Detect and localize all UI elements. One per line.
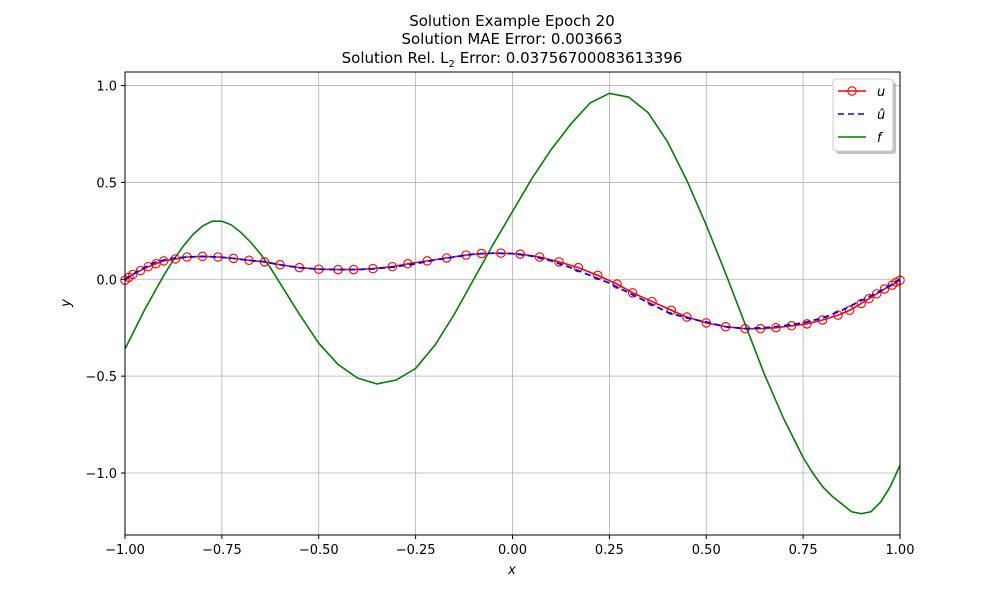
- series-u-point: [612, 279, 622, 289]
- series-u-hat-line-overlay: [124, 252, 901, 330]
- chart-title: Solution Example Epoch 20 Solution MAE E…: [342, 12, 683, 70]
- series-u-point: [534, 252, 545, 262]
- series-u-point: [844, 305, 855, 316]
- series-u-point: [666, 305, 677, 316]
- x-axis-label: x: [507, 563, 516, 578]
- series-u-point: [802, 319, 812, 329]
- y-tick-label: 0.5: [96, 176, 117, 191]
- title-line-3-suffix: Error: 0.03756700083613396: [455, 49, 682, 67]
- series-u-point: [817, 315, 828, 325]
- series-u-point: [573, 262, 584, 273]
- legend-box: [832, 78, 894, 152]
- y-tick-label: −0.5: [85, 370, 117, 385]
- x-tick-label: 0.00: [498, 543, 527, 558]
- legend: uûf: [832, 78, 896, 154]
- series-u-point: [879, 284, 890, 294]
- series-u-point: [682, 312, 692, 322]
- legend-u-hat-label: û: [877, 108, 885, 123]
- series-u-point: [476, 248, 487, 259]
- legend-items: uûf: [838, 85, 885, 146]
- x-tick-label: −0.50: [299, 543, 339, 558]
- series-u-point: [128, 269, 138, 280]
- series-u-point: [368, 263, 378, 274]
- series-u-point: [871, 289, 882, 299]
- x-tick-label: 0.50: [692, 543, 721, 558]
- legend-u-marker: [847, 86, 857, 96]
- title-line-2: Solution MAE Error: 0.003663: [401, 30, 622, 48]
- grid-lines: [124, 72, 901, 535]
- x-tick-label: 0.75: [789, 543, 818, 558]
- title-line-3-subscript: 2: [449, 59, 455, 70]
- series-u-point: [496, 248, 506, 258]
- series-u-point: [554, 257, 564, 267]
- series-u-point: [771, 322, 781, 333]
- x-tick-label: −0.25: [396, 543, 436, 558]
- y-tick-label: 1.0: [96, 80, 117, 95]
- x-tick-label: 1.00: [886, 543, 915, 558]
- y-tick-label: 0.0: [96, 273, 117, 288]
- legend-f-label: f: [877, 131, 884, 146]
- x-tick-label: −1.00: [105, 543, 145, 558]
- x-tick-label: 0.25: [595, 543, 624, 558]
- y-axis-label: y: [59, 299, 74, 308]
- series-u-point: [592, 270, 603, 281]
- series-u-point: [159, 256, 169, 266]
- title-line-1: Solution Example Epoch 20: [409, 12, 615, 30]
- title-line-3: Solution Rel. L2 Error: 0.03756700083613…: [342, 49, 683, 70]
- series-u-point: [647, 296, 657, 307]
- legend-u-label: u: [877, 85, 885, 100]
- series-f-line: [124, 92, 901, 515]
- y-tick-label: −1.0: [85, 467, 117, 482]
- x-tick-label: −0.75: [202, 543, 242, 558]
- series-u-point: [228, 253, 239, 264]
- series-u-point: [197, 251, 208, 262]
- series-u-point: [515, 249, 525, 259]
- series-layer: [120, 92, 905, 515]
- series-u-point: [856, 298, 866, 309]
- axis-ticks: −1.00 −0.75 −0.50 −0.25 0.00 0.25 0.50 0.75 1.00…: [85, 80, 914, 558]
- series-u-point: [627, 288, 638, 298]
- series-u-point: [135, 265, 146, 276]
- title-line-3-prefix: Solution Rel. L: [342, 49, 450, 67]
- series-u-point: [387, 261, 398, 272]
- series-u-point: [833, 310, 843, 320]
